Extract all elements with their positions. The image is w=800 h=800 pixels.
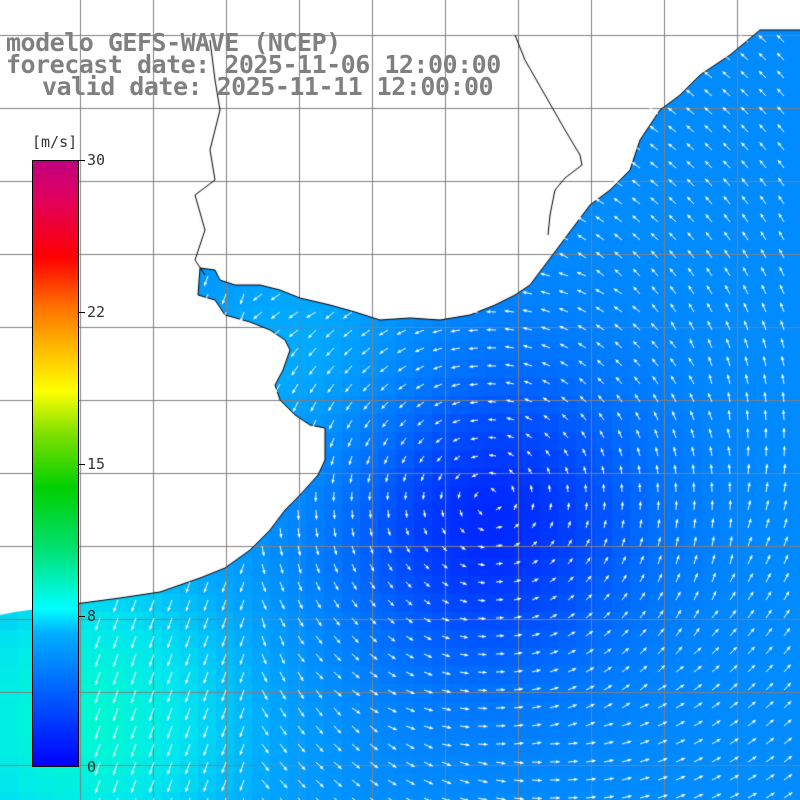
colorbar-tick-label: 22 <box>87 303 106 321</box>
colorbar-tick-label: 8 <box>87 607 97 625</box>
colorbar-tick-mark <box>79 616 85 617</box>
colorbar-unit-label: [m/s] <box>32 133 78 151</box>
title-forecast-date: forecast date: 2025-11-06 12:00:00 <box>6 50 501 79</box>
colorbar <box>32 160 79 767</box>
colorbar-tick-mark <box>79 464 85 465</box>
colorbar-tick-label: 0 <box>87 758 97 776</box>
colorbar-tick-label: 15 <box>87 455 106 473</box>
title-model: modelo GEFS-WAVE (NCEP) <box>6 28 341 57</box>
colorbar-tick-label: 30 <box>87 151 106 169</box>
title-valid-date: valid date: 2025-11-11 12:00:00 <box>42 72 494 101</box>
colorbar-tick-mark <box>79 160 85 161</box>
colorbar-tick-mark <box>79 312 85 313</box>
